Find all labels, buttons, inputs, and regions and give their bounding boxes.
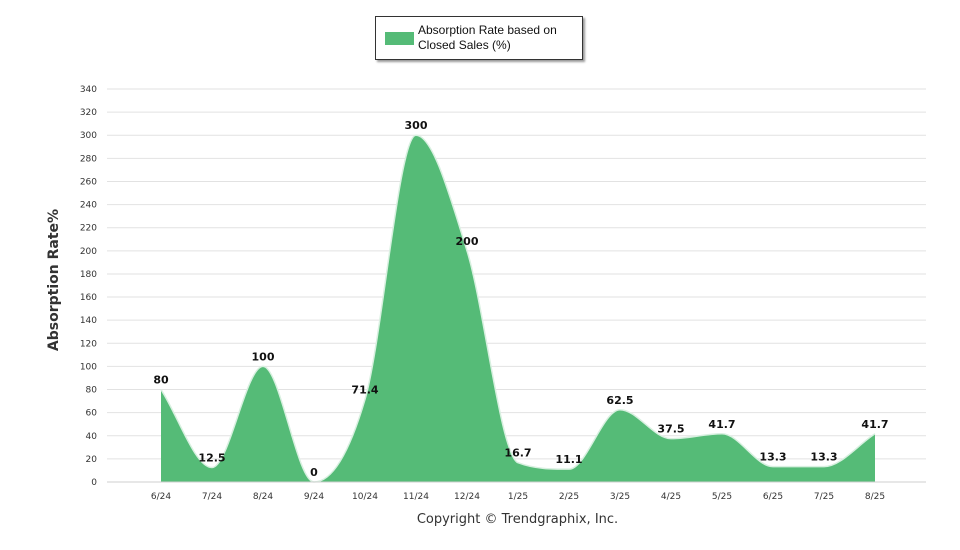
- data-label: 0: [310, 466, 318, 479]
- data-label: 100: [252, 350, 275, 363]
- y-axis-label: Absorption Rate%: [46, 208, 62, 352]
- x-tick-label: 5/25: [712, 492, 732, 502]
- data-label: 16.7: [504, 447, 531, 460]
- x-axis-ticks: 6/24 7/24 8/24 9/24 10/24 11/24 12/24 1/25 2/25 3…: [151, 492, 885, 502]
- y-tick-label: 240: [80, 201, 97, 211]
- data-label: 13.3: [810, 451, 837, 464]
- y-tick-label: 200: [80, 247, 97, 257]
- y-tick-label: 260: [80, 177, 97, 187]
- y-tick-label: 100: [80, 362, 97, 372]
- legend: Absorption Rate based on Closed Sales (%…: [375, 16, 583, 60]
- y-tick-label: 280: [80, 154, 97, 164]
- x-tick-label: 8/24: [253, 492, 273, 502]
- x-tick-label: 7/24: [202, 492, 222, 502]
- data-label: 62.5: [606, 394, 633, 407]
- x-tick-label: 6/24: [151, 492, 171, 502]
- data-label: 300: [405, 119, 428, 132]
- x-tick-label: 7/25: [814, 492, 834, 502]
- copyright-text: Copyright © Trendgraphix, Inc.: [416, 512, 619, 527]
- x-tick-label: 4/25: [661, 492, 681, 502]
- data-label: 12.5: [198, 452, 225, 465]
- x-tick-label: 8/25: [865, 492, 885, 502]
- x-tick-label: 9/24: [304, 492, 324, 502]
- y-tick-label: 120: [80, 339, 97, 349]
- y-tick-label: 60: [86, 409, 98, 419]
- x-tick-label: 12/24: [454, 492, 480, 502]
- data-label: 200: [456, 235, 479, 248]
- data-label: 37.5: [657, 423, 684, 436]
- area-line: [160, 134, 876, 483]
- y-tick-label: 140: [80, 316, 97, 326]
- x-tick-label: 3/25: [610, 492, 630, 502]
- y-tick-label: 320: [80, 108, 97, 118]
- y-tick-label: 160: [80, 293, 97, 303]
- y-axis-ticks: 0 20 40 60 80 100 120 140 160 180 200 220 240 260 280 3…: [80, 85, 97, 488]
- area-series: [107, 134, 926, 483]
- x-tick-label: 6/25: [763, 492, 783, 502]
- y-tick-label: 180: [80, 270, 97, 280]
- data-labels: 80 12.5 100 0 71.4 300 200 16.7 11.1 62.5 37.5 41.7…: [153, 119, 888, 479]
- y-tick-label: 340: [80, 85, 97, 95]
- x-tick-label: 11/24: [403, 492, 429, 502]
- data-label: 71.4: [351, 383, 378, 396]
- y-tick-label: 80: [86, 386, 98, 396]
- y-tick-label: 0: [91, 478, 97, 488]
- data-label: 41.7: [861, 418, 888, 431]
- y-tick-label: 220: [80, 224, 97, 234]
- data-label: 80: [153, 374, 169, 387]
- area-fill: [161, 135, 875, 482]
- y-tick-label: 20: [86, 455, 98, 465]
- legend-label: Absorption Rate based on Closed Sales (%…: [418, 23, 557, 52]
- grid-lines: [107, 88, 926, 483]
- x-tick-label: 2/25: [559, 492, 579, 502]
- x-tick-label: 10/24: [352, 492, 378, 502]
- y-tick-label: 40: [86, 432, 98, 442]
- y-tick-label: 300: [80, 131, 97, 141]
- legend-swatch: [385, 32, 414, 45]
- data-label: 13.3: [759, 451, 786, 464]
- x-tick-label: 1/25: [508, 492, 528, 502]
- data-label: 41.7: [708, 418, 735, 431]
- data-label: 11.1: [555, 453, 582, 466]
